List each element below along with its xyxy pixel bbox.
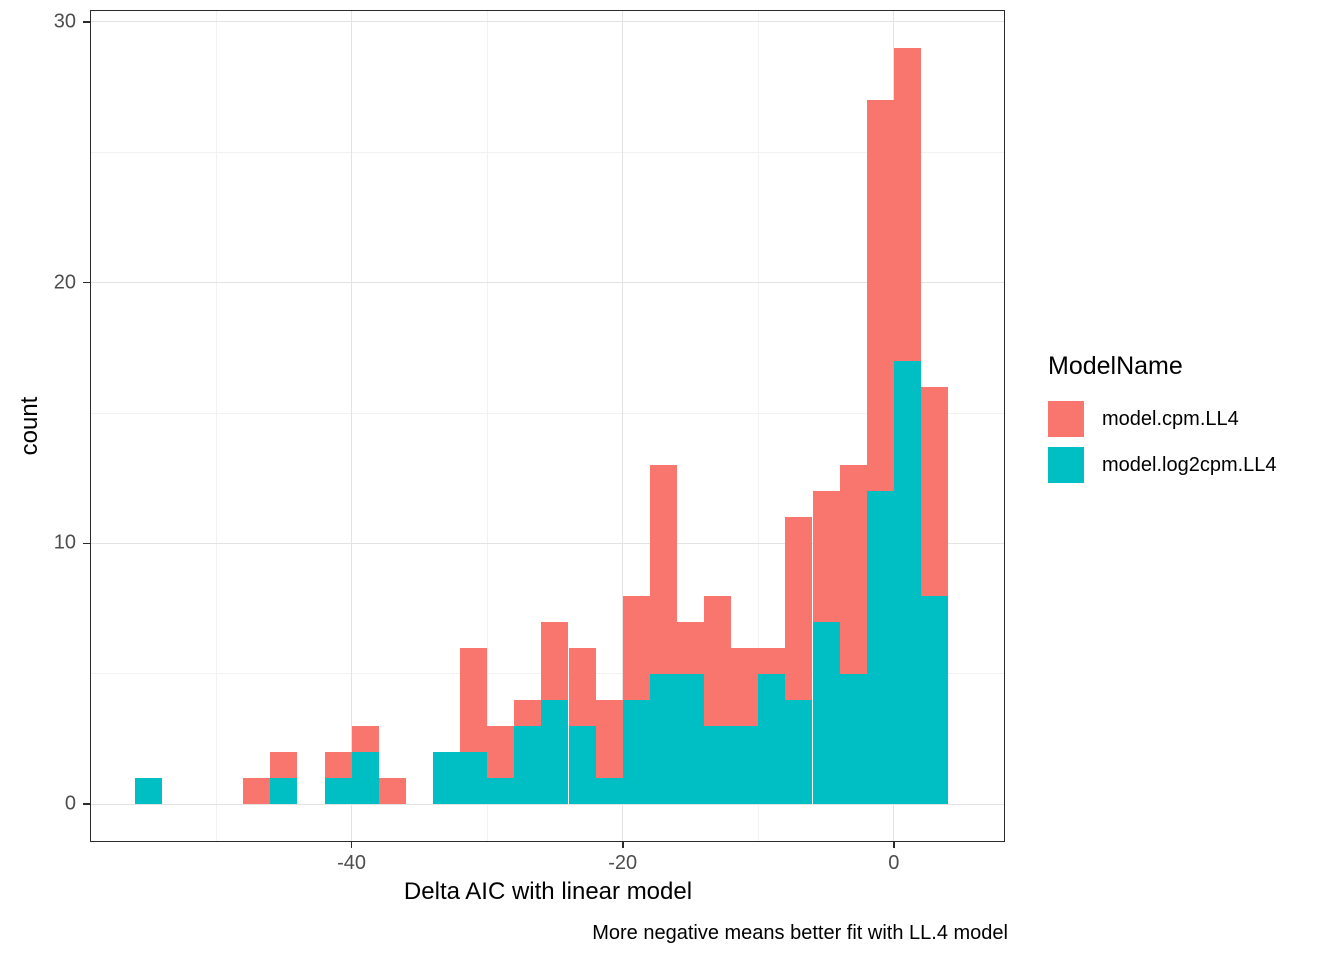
gridline-minor-x — [757, 10, 759, 842]
histogram-bar-model.log2cpm.LL4 — [866, 491, 894, 805]
x-tick-label: -40 — [337, 852, 367, 874]
histogram-bar-model.log2cpm.LL4 — [785, 699, 813, 805]
legend-swatch-cpm — [1048, 401, 1084, 437]
gridline-minor-x — [215, 10, 217, 842]
legend: ModelName model.cpm.LL4 model.log2cpm.LL… — [1048, 352, 1277, 493]
y-axis-title: count — [16, 396, 43, 456]
histogram-bar-model.log2cpm.LL4 — [568, 725, 596, 805]
histogram-bar-model.log2cpm.LL4 — [270, 778, 298, 805]
gridline-minor-y — [90, 412, 1005, 414]
gridline-major-x — [622, 10, 624, 842]
gridline-minor-x — [486, 10, 488, 842]
legend-swatch-log2cpm — [1048, 447, 1084, 483]
gridline-major-x — [351, 10, 353, 842]
histogram-bar-model.log2cpm.LL4 — [731, 725, 759, 805]
x-tick-label: -20 — [608, 852, 638, 874]
histogram-bar-model.log2cpm.LL4 — [812, 621, 840, 805]
gridline-major-y — [90, 21, 1005, 23]
histogram-bar-model.log2cpm.LL4 — [541, 699, 569, 805]
y-tick-label: 0 — [64, 792, 76, 815]
histogram-bar-model.log2cpm.LL4 — [487, 778, 515, 805]
x-tick-mark — [622, 842, 624, 848]
histogram-bar-model.log2cpm.LL4 — [921, 595, 949, 805]
histogram-bar-model.log2cpm.LL4 — [134, 778, 162, 805]
legend-item-cpm: model.cpm.LL4 — [1048, 401, 1277, 437]
histogram-bar-model.log2cpm.LL4 — [677, 673, 705, 805]
y-tick-label: 20 — [53, 271, 76, 294]
histogram-bar-model.log2cpm.LL4 — [839, 673, 867, 805]
y-tick-mark — [83, 542, 90, 545]
y-tick-label: 10 — [53, 531, 76, 554]
x-tick-mark — [350, 842, 353, 848]
y-tick-mark — [83, 21, 90, 23]
legend-item-log2cpm: model.log2cpm.LL4 — [1048, 447, 1277, 483]
plot-panel — [90, 10, 1005, 842]
histogram-bar-model.log2cpm.LL4 — [324, 778, 352, 805]
gridline-minor-y — [90, 151, 1005, 153]
histogram-bar-model.log2cpm.LL4 — [649, 673, 677, 805]
histogram-bar-model.cpm.LL4 — [243, 778, 271, 805]
x-axis-title: Delta AIC with linear model — [403, 878, 693, 905]
histogram-bar-model.log2cpm.LL4 — [758, 673, 786, 805]
histogram-bar-model.log2cpm.LL4 — [704, 725, 732, 805]
y-tick-mark — [83, 281, 90, 284]
histogram-bar-model.log2cpm.LL4 — [514, 725, 542, 805]
x-tick-mark — [893, 842, 895, 848]
x-tick-label: 0 — [888, 852, 900, 874]
histogram-bar-model.log2cpm.LL4 — [622, 699, 650, 805]
histogram-bar-model.log2cpm.LL4 — [351, 752, 379, 805]
gridline-major-y — [90, 542, 1005, 544]
histogram-bar-model.log2cpm.LL4 — [433, 752, 461, 805]
histogram-bar-model.log2cpm.LL4 — [893, 360, 921, 805]
y-tick-label: 30 — [53, 10, 76, 33]
gridline-major-y — [90, 281, 1005, 284]
plot-caption: More negative means better fit with LL.4… — [592, 922, 1008, 944]
histogram-bar-model.log2cpm.LL4 — [595, 778, 623, 805]
legend-label-log2cpm: model.log2cpm.LL4 — [1102, 453, 1277, 476]
legend-title: ModelName — [1048, 352, 1183, 380]
histogram-bar-model.log2cpm.LL4 — [460, 752, 488, 805]
histogram-bar-model.cpm.LL4 — [378, 778, 406, 805]
legend-label-cpm: model.cpm.LL4 — [1102, 407, 1239, 430]
y-tick-mark — [83, 803, 90, 805]
